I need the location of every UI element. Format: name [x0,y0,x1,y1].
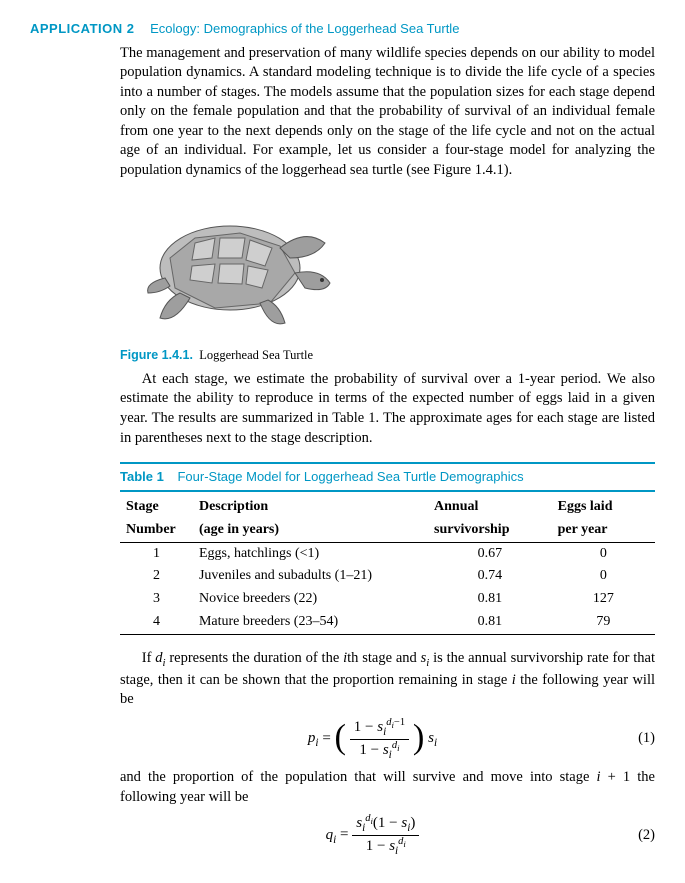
th-eggs-2: per year [552,519,655,542]
paragraph-1: The management and preservation of many … [120,44,655,181]
turtle-illustration [120,188,350,338]
th-surv-1: Annual [428,496,552,519]
p3-a: If [142,650,155,666]
table-row: 3 Novice breeders (22) 0.81 127 [120,588,655,611]
table-row: 2 Juveniles and subadults (1–21) 0.74 0 [120,565,655,588]
th-surv-2: survivorship [428,519,552,542]
body-column: The management and preservation of many … [120,44,655,858]
cell-stage: 1 [120,542,193,565]
table-row: 4 Mature breeders (23–54) 0.81 79 [120,611,655,634]
figure-caption: Figure 1.4.1. Loggerhead Sea Turtle [120,347,655,364]
cell-eggs: 127 [552,588,655,611]
paragraph-3: If di represents the duration of the ith… [120,649,655,710]
equation-1: pi = ( 1 − sidi−1 1 − sidi ) si (1) [120,716,655,763]
table-caption-text: Four-Stage Model for Loggerhead Sea Turt… [177,469,523,484]
cell-stage: 4 [120,611,193,634]
p3-c: th stage and [347,650,420,666]
cell-desc: Juveniles and subadults (1–21) [193,565,428,588]
paragraph-2: At each stage, we estimate the probabili… [120,370,655,448]
cell-surv: 0.81 [428,588,552,611]
table-row: 1 Eggs, hatchlings (<1) 0.67 0 [120,542,655,565]
paragraph-4: and the proportion of the population tha… [120,768,655,807]
cell-stage: 2 [120,565,193,588]
th-eggs-1: Eggs laid [552,496,655,519]
cell-desc: Eggs, hatchlings (<1) [193,542,428,565]
cell-eggs: 0 [552,565,655,588]
cell-stage: 3 [120,588,193,611]
table-caption: Table 1 Four-Stage Model for Loggerhead … [120,462,655,492]
equation-2-number: (2) [625,826,655,846]
cell-eggs: 0 [552,542,655,565]
application-label: APPLICATION 2 [30,21,135,36]
cell-desc: Novice breeders (22) [193,588,428,611]
equation-1-number: (1) [625,729,655,749]
application-title: Ecology: Demographics of the Loggerhead … [150,21,459,36]
table-label: Table 1 [120,469,164,484]
cell-surv: 0.81 [428,611,552,634]
equation-2-body: qi = sidi(1 − si) 1 − sidi [120,813,625,857]
figure-turtle: Figure 1.4.1. Loggerhead Sea Turtle [120,188,655,363]
th-stage-1: Stage [120,496,193,519]
equation-2: qi = sidi(1 − si) 1 − sidi (2) [120,813,655,857]
cell-surv: 0.67 [428,542,552,565]
cell-desc: Mature breeders (23–54) [193,611,428,634]
application-header: APPLICATION 2 Ecology: Demographics of t… [30,20,655,38]
p4-a: and the proportion of the population tha… [120,769,597,785]
demographics-table: Stage Description Annual Eggs laid Numbe… [120,496,655,635]
th-desc-2: (age in years) [193,519,428,542]
cell-eggs: 79 [552,611,655,634]
figure-label: Figure 1.4.1. [120,348,193,362]
cell-surv: 0.74 [428,565,552,588]
th-stage-2: Number [120,519,193,542]
p3-b: represents the duration of the [166,650,344,666]
equation-1-body: pi = ( 1 − sidi−1 1 − sidi ) si [120,716,625,763]
th-desc-1: Description [193,496,428,519]
figure-caption-text: Loggerhead Sea Turtle [199,348,313,362]
